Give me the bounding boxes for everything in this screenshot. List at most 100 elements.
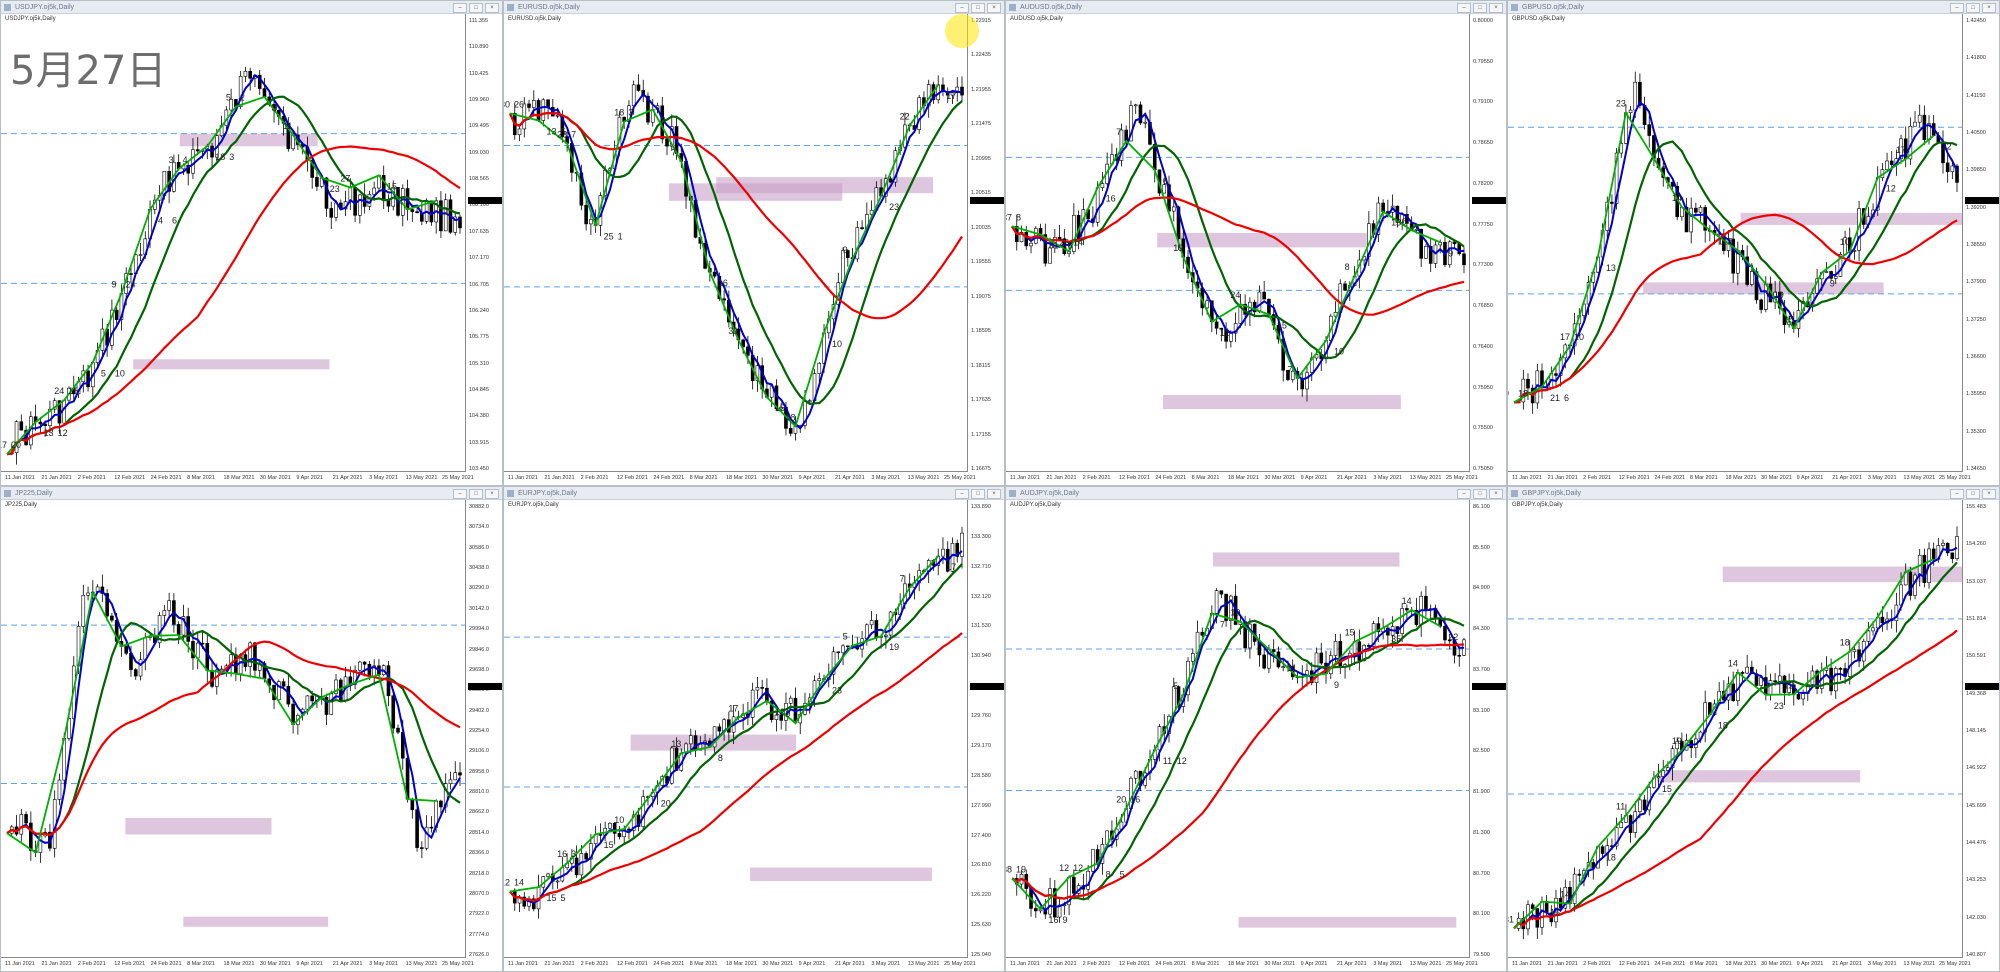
price-axis[interactable]: 155.483 154.260 153.037 151.814 150.591 149.3… [1962, 500, 1999, 958]
price-axis-tick: 153.037 [1966, 578, 1986, 585]
time-axis[interactable]: 11 Jan 2021 21 Jan 2021 2 Feb 2021 12 Feb 2… [1, 471, 474, 485]
chart-window-usdjpy[interactable]: USDJPY.oj5k,Daily –□× USDJPY.oj5k,Daily 17 1… [0, 0, 503, 486]
price-chart-canvas[interactable]: 30132325188716311518109232217265713 [504, 14, 968, 472]
window-titlebar[interactable]: GBPUSD.oj5k,Daily – □ × [1508, 1, 1999, 14]
time-axis-tick: 24 Feb 2021 [653, 475, 685, 481]
chart-symbol-label: JP225,Daily [5, 502, 38, 508]
close-button[interactable]: × [1489, 489, 1503, 499]
price-axis[interactable]: 133.890 133.300 132.710 132.120 131.530 130.9… [967, 500, 1004, 958]
candle-body [1526, 378, 1530, 389]
minimize-button[interactable]: – [453, 489, 467, 499]
maximize-button[interactable]: □ [1966, 3, 1980, 13]
candle-body [1400, 608, 1404, 634]
minimize-button[interactable]: – [1950, 489, 1964, 499]
minimize-button[interactable]: – [453, 3, 467, 13]
candle-body [458, 216, 462, 229]
ma-short-line [1513, 546, 1958, 930]
close-button[interactable]: × [1982, 489, 1996, 499]
price-axis-tick: 129.170 [971, 742, 991, 749]
ma-mid-line [1011, 144, 1465, 360]
chart-window-eurjpy[interactable]: EURJPY.oj5k,Daily –□× EURJPY.oj5k,Daily 12 1… [503, 486, 1005, 972]
time-axis-tick: 25 May 2021 [944, 475, 976, 481]
wave-count-label: 10 [1574, 332, 1584, 342]
window-titlebar[interactable]: AUDJPY.oj5k,Daily – □ × [1006, 487, 1506, 500]
price-axis-tick: 30882.0 [469, 504, 489, 510]
price-axis-tick: 130.940 [971, 653, 991, 660]
window-titlebar[interactable]: GBPJPY.oj5k,Daily – □ × [1508, 487, 1999, 500]
price-axis[interactable]: 1.42450 1.41800 1.41150 1.40500 1.39850 1.392… [1962, 14, 1999, 472]
price-axis-tick: 106.705 [469, 281, 489, 288]
time-axis[interactable]: 11 Jan 2021 21 Jan 2021 2 Feb 2021 12 Feb 2… [1006, 957, 1478, 971]
maximize-button[interactable]: □ [971, 489, 985, 499]
chart-window-gbpusd[interactable]: GBPUSD.oj5k,Daily –□× GBPUSD.oj5k,Daily 9 21… [1507, 0, 2000, 486]
price-axis-tick: 0.77300 [1473, 262, 1493, 269]
ma-long-line [1513, 629, 1958, 930]
candle-body [1740, 672, 1745, 674]
candle-body [1271, 649, 1276, 653]
time-axis-tick: 12 Feb 2021 [1618, 961, 1650, 967]
candle-body [105, 593, 109, 617]
minimize-button[interactable]: – [1457, 489, 1471, 499]
candle-body [1424, 245, 1428, 259]
time-axis[interactable]: 11 Jan 2021 21 Jan 2021 2 Feb 2021 12 Feb 2… [504, 957, 976, 971]
price-axis-tick: 28366.0 [469, 850, 489, 857]
price-chart-canvas[interactable] [1, 500, 466, 958]
chart-window-audusd[interactable]: AUDUSD.oj5k,Daily –□× AUDUSD.oj5k,Daily 37 3… [1005, 0, 1507, 486]
window-titlebar[interactable]: EURUSD.oj5k,Daily – □ × [504, 1, 1004, 14]
candle-body [138, 659, 143, 677]
window-titlebar[interactable]: USDJPY.oj5k,Daily – □ × [1, 1, 502, 14]
time-axis[interactable]: 11 Jan 2021 21 Jan 2021 2 Feb 2021 12 Feb 2… [1, 957, 474, 971]
price-axis[interactable]: 30882.0 30734.0 30586.0 30438.0 30290.0 30142… [465, 500, 502, 958]
close-button[interactable]: × [1982, 3, 1996, 13]
price-axis-tick: 0.75050 [1473, 466, 1493, 472]
price-chart-canvas[interactable]: 3116141811151918142312718 [1508, 500, 1963, 958]
maximize-button[interactable]: □ [1473, 3, 1487, 13]
candle-body [589, 219, 593, 225]
wave-count-label: 8 [1345, 262, 1350, 272]
time-axis-tick: 2 Feb 2021 [580, 961, 609, 967]
maximize-button[interactable]: □ [469, 489, 483, 499]
price-axis[interactable]: 0.80000 0.79550 0.79100 0.78650 0.78200 0.777… [1469, 14, 1506, 472]
window-titlebar[interactable]: AUDUSD.oj5k,Daily – □ × [1006, 1, 1506, 14]
window-titlebar[interactable]: JP225,Daily – □ × [1, 487, 502, 500]
time-axis-tick: 11 Jan 2021 [1010, 961, 1040, 967]
chart-window-eurusd[interactable]: EURUSD.oj5k,Daily –□× EURUSD.oj5k,Daily 30 1… [503, 0, 1005, 486]
close-button[interactable]: × [1489, 3, 1503, 13]
chart-window-gbpjpy[interactable]: GBPJPY.oj5k,Daily –□× GBPJPY.oj5k,Daily 31 1… [1507, 486, 2000, 972]
price-chart-canvas[interactable]: 12151615102013817129235197171453 [504, 500, 968, 958]
maximize-button[interactable]: □ [469, 3, 483, 13]
time-axis[interactable]: 11 Jan 2021 21 Jan 2021 2 Feb 2021 12 Feb 2… [1508, 957, 1971, 971]
price-chart-canvas[interactable]: 3731261676191224157108136981614 [1006, 14, 1470, 472]
close-button[interactable]: × [987, 3, 1001, 13]
minimize-button[interactable]: – [955, 3, 969, 13]
close-button[interactable]: × [485, 3, 499, 13]
time-axis-tick: 11 Jan 2021 [1010, 475, 1040, 481]
candle-body [386, 199, 391, 207]
chart-window-audjpy[interactable]: AUDJPY.oj5k,Daily –□× AUDJPY.oj5k,Daily 38 1… [1005, 486, 1507, 972]
wave-count-label: 12 [1784, 680, 1794, 690]
time-axis[interactable]: 11 Jan 2021 21 Jan 2021 2 Feb 2021 12 Feb 2… [504, 471, 976, 485]
candle-body [458, 772, 462, 776]
time-axis[interactable]: 11 Jan 2021 21 Jan 2021 2 Feb 2021 12 Feb 2… [1508, 471, 1971, 485]
minimize-button[interactable]: – [955, 489, 969, 499]
price-chart-canvas[interactable]: 17132459431859112327152120121510246432 [1, 14, 466, 472]
candle-body [1824, 271, 1829, 273]
time-axis[interactable]: 11 Jan 2021 21 Jan 2021 2 Feb 2021 12 Feb 2… [1006, 471, 1478, 485]
chart-window-jp225[interactable]: JP225,Daily – □ × JP225,Daily 30882.0 30734.0 3… [0, 486, 503, 972]
price-axis[interactable]: 111.355 110.890 110.425 109.960 109.495 109.0… [465, 14, 502, 472]
maximize-button[interactable]: □ [971, 3, 985, 13]
price-chart-canvas[interactable]: 38 16 12 8 20 11 5 7 10 6 11 9 15 35 14 22 19 9 12 5 16 12 [1006, 500, 1470, 958]
minimize-button[interactable]: – [1457, 3, 1471, 13]
candle-body [769, 700, 774, 720]
close-button[interactable]: × [987, 489, 1001, 499]
window-titlebar[interactable]: EURJPY.oj5k,Daily – □ × [504, 487, 1004, 500]
price-axis[interactable]: 86.100 85.500 84.900 84.300 83.700 83.100 82.5… [1469, 500, 1506, 958]
maximize-button[interactable]: □ [1966, 489, 1980, 499]
minimize-button[interactable]: – [1950, 3, 1964, 13]
maximize-button[interactable]: □ [1473, 489, 1487, 499]
price-axis[interactable]: 1.22915 1.22435 1.21955 1.21475 1.20995 1.205… [967, 14, 1004, 472]
price-axis-tick: 149.368 [1966, 690, 1986, 697]
price-axis-tick: 1.39200 [1966, 204, 1986, 211]
price-chart-canvas[interactable]: 9 21 17 13 23 7 14 118 19 15 9 10 12 17 22 18 6 10 [1508, 14, 1963, 472]
close-button[interactable]: × [485, 489, 499, 499]
